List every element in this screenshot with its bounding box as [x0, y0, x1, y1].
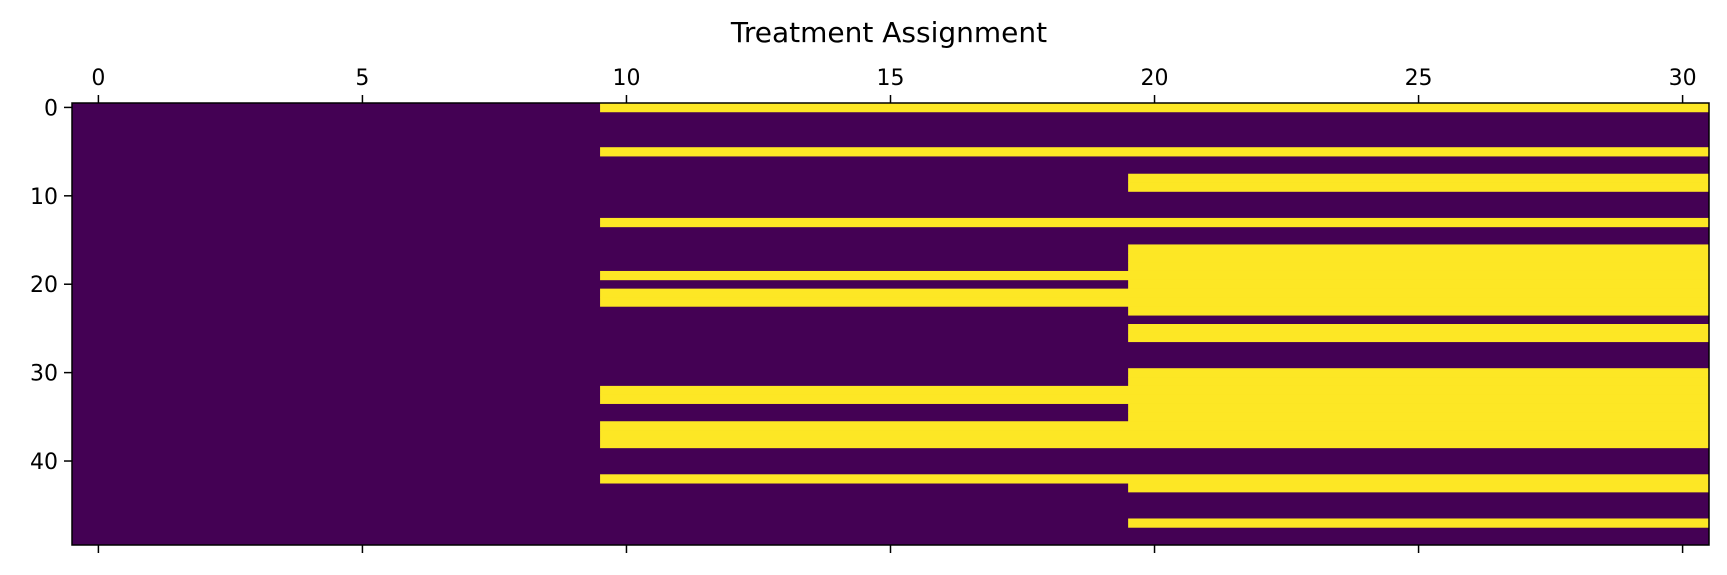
x-tick-label: 5: [355, 66, 369, 91]
treated-row-34: [1128, 403, 1709, 413]
treated-row-20: [1128, 279, 1709, 290]
treated-row-23: [1128, 306, 1709, 316]
treated-row-22: [600, 297, 1710, 307]
x-tick-label: 30: [1669, 66, 1697, 91]
treated-row-38: [600, 438, 1710, 449]
treated-row-43: [1128, 483, 1709, 493]
x-tick-label: 25: [1405, 66, 1433, 91]
treated-row-37: [600, 430, 1710, 440]
treated-row-5: [600, 147, 1710, 157]
treated-row-33: [600, 394, 1710, 404]
treated-row-19: [600, 270, 1710, 281]
treated-row-16: [1128, 244, 1709, 254]
treated-row-30: [1128, 368, 1709, 378]
treated-row-9: [1128, 182, 1709, 192]
x-tick-label: 15: [877, 66, 905, 91]
treated-row-35: [1128, 412, 1709, 422]
treated-row-31: [1128, 377, 1709, 387]
x-tick-label: 0: [91, 66, 105, 91]
chart-title: Treatment Assignment: [730, 16, 1047, 49]
treated-row-18: [1128, 262, 1709, 272]
treated-row-32: [600, 385, 1710, 396]
treated-row-42: [600, 474, 1710, 484]
x-axis: 0 5 10 15 20 25 30: [91, 66, 1697, 553]
treated-row-0: [600, 103, 1710, 113]
treated-row-47: [1128, 518, 1709, 528]
y-tick-label: 20: [30, 273, 58, 298]
treated-row-13: [600, 217, 1710, 228]
x-tick-label: 10: [612, 66, 640, 91]
y-tick-label: 0: [44, 96, 58, 121]
heatmap-cells: [72, 103, 1710, 545]
treated-row-25: [1128, 324, 1709, 334]
y-tick-label: 10: [30, 185, 58, 210]
x-tick-label: 20: [1141, 66, 1169, 91]
y-tick-label: 30: [30, 362, 58, 387]
treated-row-21: [600, 288, 1710, 298]
y-axis: 0 10 20 30 40: [30, 96, 72, 475]
treated-row-26: [1128, 332, 1709, 343]
treated-row-36: [600, 421, 1710, 431]
y-tick-label: 40: [30, 450, 58, 475]
treated-row-8: [1128, 173, 1709, 183]
treated-row-17: [1128, 253, 1709, 263]
